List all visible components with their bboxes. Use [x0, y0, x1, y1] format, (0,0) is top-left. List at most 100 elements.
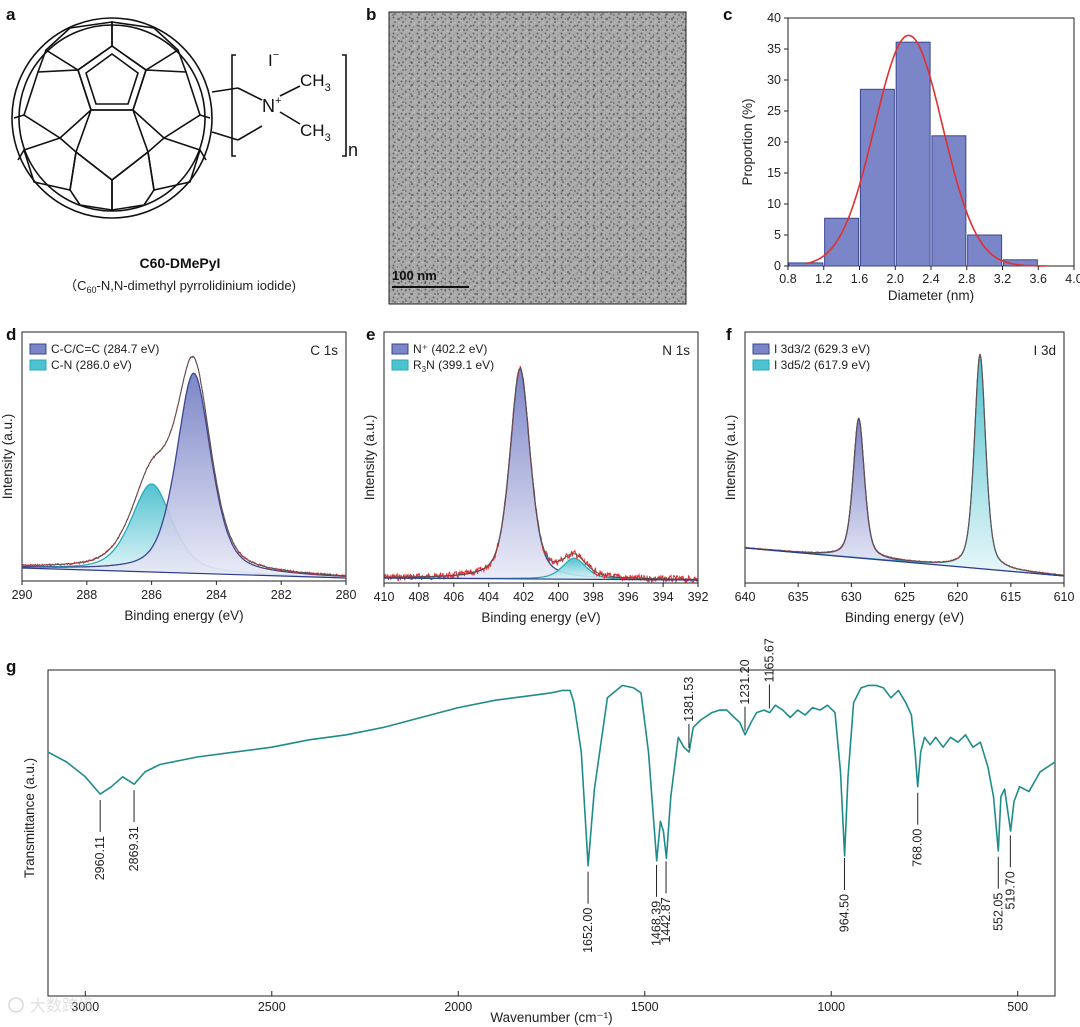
- f-x-tick-label: 630: [841, 590, 862, 604]
- d-x-tick-label: 280: [336, 588, 357, 602]
- d-x-tick-label: 288: [76, 588, 97, 602]
- g-x-tick-label: 500: [1007, 1000, 1028, 1014]
- e-x-tick-label: 410: [374, 590, 395, 604]
- c-x-tick-label: 0.8: [779, 272, 796, 286]
- c-y-tick-label: 25: [767, 104, 781, 118]
- watermark-text: 大数跨境: [30, 996, 94, 1015]
- g-x-axis-label: Wavenumber (cm⁻¹): [490, 1010, 612, 1025]
- e-x-tick-label: 404: [478, 590, 499, 604]
- gaussian-fit-line: [805, 34, 1046, 267]
- c-x-axis-label: Diameter (nm): [888, 288, 974, 303]
- d-legend-swatch: [29, 343, 47, 355]
- f-x-tick-label: 615: [1000, 590, 1021, 604]
- d-x-tick-label: 290: [12, 588, 33, 602]
- e-legend-label: N⁺ (402.2 eV): [413, 342, 487, 356]
- g-x-tick-label: 2000: [444, 1000, 472, 1014]
- d-x-tick-label: 284: [206, 588, 227, 602]
- panel-g-letter: g: [6, 657, 16, 676]
- f-x-tick-label: 620: [947, 590, 968, 604]
- ftir-peak-label: 964.50: [837, 894, 851, 932]
- f-raw-data-line: [744, 353, 1065, 577]
- c-x-tick-label: 2.8: [958, 272, 975, 286]
- d-peak-line: [22, 372, 347, 578]
- compound-description: （C60-N,N-dimethyl pyrrolidinium iodide): [64, 278, 296, 295]
- f-x-tick-label: 625: [894, 590, 915, 604]
- ftir-peak-label: 1468.39: [650, 901, 664, 946]
- f-x-tick-label: 635: [788, 590, 809, 604]
- c-x-tick-label: 3.6: [1030, 272, 1047, 286]
- e-legend-swatch: [391, 343, 409, 355]
- panel-d: d 290 288 286 284 282 280 Binding energy (eV) I…: [0, 325, 356, 623]
- f-x-axis-label: Binding energy (eV): [845, 610, 964, 625]
- ftir-peak-label: 552.05: [991, 893, 1005, 931]
- watermark-logo-icon: [8, 997, 24, 1013]
- g-plot-frame: [47, 669, 1056, 997]
- c-y-axis-label: Proportion (%): [740, 98, 755, 185]
- d-legend-label: C-C/C=C (284.7 eV): [51, 342, 159, 356]
- g-x-tick-label: 1500: [631, 1000, 659, 1014]
- pyrrolidinium-ring-icon: [211, 54, 347, 157]
- e-x-tick-label: 406: [443, 590, 464, 604]
- ftir-peak-label: 519.70: [1003, 871, 1017, 909]
- c-y-tick-label: 0: [774, 259, 781, 273]
- iodide-label: I−: [268, 49, 279, 70]
- panel-e: e 410 408 406 404 402 400 398 396 394 392 Binding …: [362, 325, 708, 625]
- e-x-tick-label: 402: [513, 590, 534, 604]
- panel-b: b 100 nm: [366, 5, 687, 305]
- e-envelope-line: [384, 367, 698, 580]
- histogram-bar: [967, 234, 1003, 267]
- ftir-peak-label: 1165.67: [762, 638, 776, 682]
- panel-c-letter: c: [723, 5, 732, 24]
- g-x-tick-label: 1000: [817, 1000, 845, 1014]
- e-plot-frame: [383, 331, 699, 584]
- e-x-tick-label: 392: [688, 590, 709, 604]
- histogram-bar: [895, 41, 931, 267]
- ftir-peak-label: 1231.20: [738, 659, 752, 704]
- f-legend-label: I 3d3/2 (629.3 eV): [774, 342, 870, 356]
- d-corner-label: C 1s: [310, 343, 338, 358]
- watermark: 大数跨境: [8, 996, 94, 1015]
- ftir-peak-label: 1442.87: [659, 897, 673, 942]
- c-x-tick-label: 1.2: [815, 272, 832, 286]
- d-legend-swatch: [29, 359, 47, 371]
- f-x-tick-label: 610: [1054, 590, 1075, 604]
- d-legend-label: C-N (286.0 eV): [51, 358, 132, 372]
- panel-e-letter: e: [366, 325, 375, 344]
- repeat-unit-label: n: [348, 140, 358, 160]
- panel-b-letter: b: [366, 5, 376, 24]
- e-y-axis-label: Intensity (a.u.): [362, 415, 377, 501]
- histogram-bar: [931, 135, 967, 267]
- d-x-axis-label: Binding energy (eV): [124, 608, 243, 623]
- ftir-peak-label: 2869.31: [127, 826, 141, 871]
- ftir-peak-label: 1652.00: [581, 908, 595, 953]
- g-y-axis-label: Transmittance (a.u.): [22, 758, 37, 878]
- methyl-bottom-label: CH3: [300, 121, 331, 144]
- f-peak-fill: [745, 355, 1064, 576]
- d-x-tick-label: 286: [141, 588, 162, 602]
- f-baseline: [744, 547, 1065, 577]
- c-x-tick-label: 1.6: [851, 272, 868, 286]
- panel-a-letter: a: [6, 5, 16, 24]
- ftir-peak-label: 2960.11: [93, 836, 107, 880]
- histogram-bar: [824, 217, 860, 267]
- histogram-bar: [859, 88, 895, 267]
- c-y-tick-label: 5: [774, 228, 781, 242]
- e-x-tick-label: 400: [548, 590, 569, 604]
- c-y-tick-label: 30: [767, 73, 781, 87]
- e-x-tick-label: 398: [583, 590, 604, 604]
- f-x-tick-label: 640: [735, 590, 756, 604]
- d-envelope-line: [21, 355, 347, 577]
- g-x-tick-label: 2500: [258, 1000, 286, 1014]
- panel-a: a: [6, 5, 358, 295]
- f-peak-line: [744, 353, 1064, 576]
- e-x-axis-label: Binding energy (eV): [481, 610, 600, 625]
- c-x-tick-label: 2.4: [922, 272, 939, 286]
- c-y-tick-label: 15: [767, 166, 781, 180]
- compound-name: C60-DMePyI: [140, 255, 221, 271]
- e-legend-swatch: [391, 359, 409, 371]
- f-y-axis-label: Intensity (a.u.): [723, 415, 738, 501]
- f-legend-label: I 3d5/2 (617.9 eV): [774, 358, 870, 372]
- e-corner-label: N 1s: [662, 343, 690, 358]
- panel-c: c 0.8 1.2 1.6 2.0 2.4 2.8 3.2 3.6 4.0 0 5 10 15 20 25 3…: [723, 5, 1080, 303]
